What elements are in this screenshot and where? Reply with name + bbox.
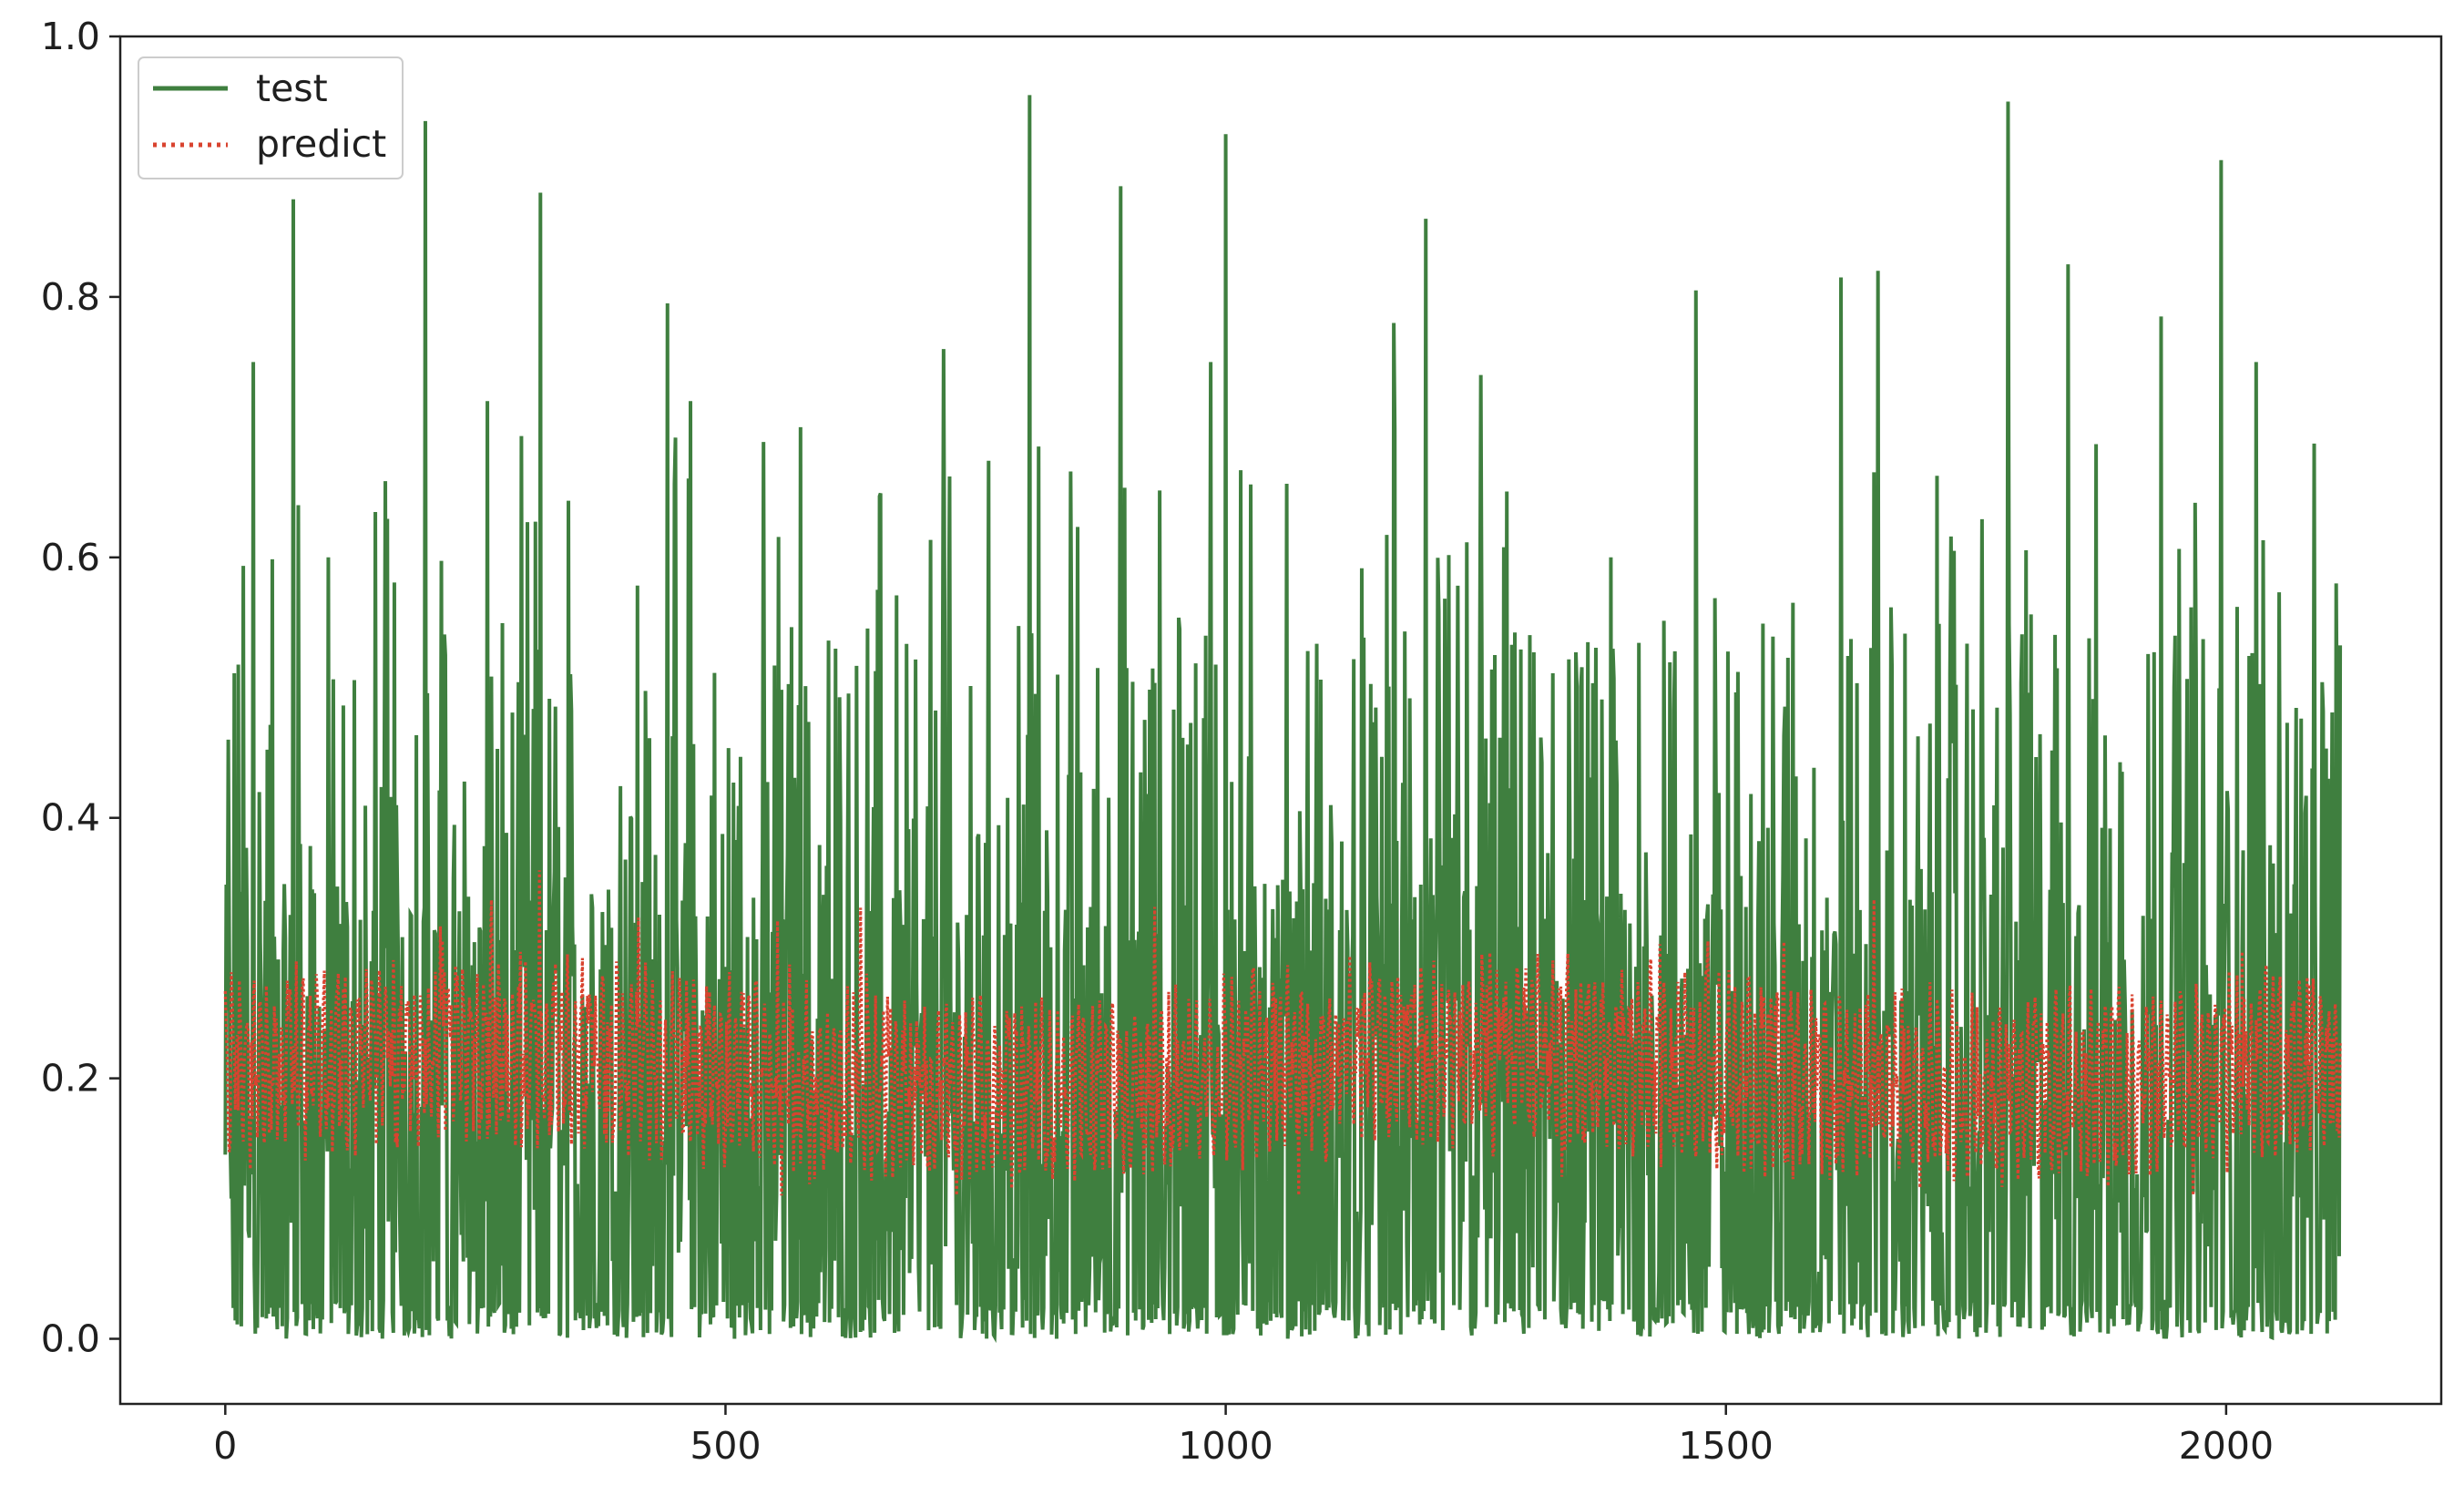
y-tick-label: 0.0 — [41, 1317, 100, 1361]
y-tick-label: 0.6 — [41, 536, 100, 579]
x-tick-label: 500 — [690, 1424, 761, 1468]
x-tick-label: 2000 — [2179, 1424, 2274, 1468]
y-tick-label: 0.8 — [41, 275, 100, 319]
y-tick-label: 1.0 — [41, 15, 100, 58]
y-axis: 0.0 0.2 0.4 0.6 0.8 1.0 — [41, 15, 120, 1361]
legend-label-test: test — [256, 67, 328, 110]
plot-area — [223, 95, 2343, 1344]
x-tick-label: 1500 — [1679, 1424, 1774, 1468]
legend: test predict — [138, 56, 404, 179]
plot-frame — [118, 35, 2443, 1406]
x-tick-label: 1000 — [1178, 1424, 1273, 1468]
legend-label-predict: predict — [256, 122, 386, 166]
y-tick-label: 0.4 — [41, 796, 100, 840]
series-line-test — [223, 95, 2343, 1344]
y-tick-label: 0.2 — [41, 1057, 100, 1101]
x-tick-label: 0 — [213, 1424, 237, 1468]
x-axis: 0 500 1000 1500 2000 — [213, 1404, 2274, 1468]
series-line-predict — [223, 870, 2342, 1196]
